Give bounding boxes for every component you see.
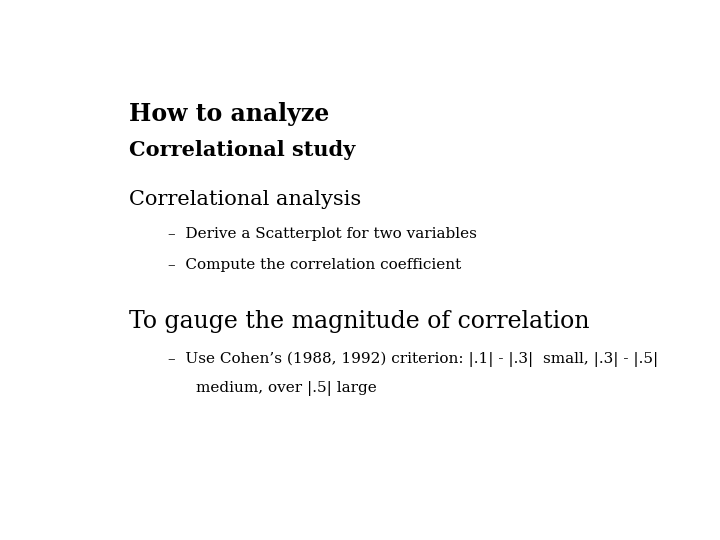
Text: –  Compute the correlation coefficient: – Compute the correlation coefficient <box>168 258 462 272</box>
Text: Correlational study: Correlational study <box>129 140 355 160</box>
Text: Correlational analysis: Correlational analysis <box>129 190 361 208</box>
Text: –  Derive a Scatterplot for two variables: – Derive a Scatterplot for two variables <box>168 227 477 241</box>
Text: How to analyze: How to analyze <box>129 102 329 126</box>
Text: To gauge the magnitude of correlation: To gauge the magnitude of correlation <box>129 310 590 333</box>
Text: medium, over |.5| large: medium, over |.5| large <box>196 381 377 396</box>
Text: –  Use Cohen’s (1988, 1992) criterion: |.1| - |.3|  small, |.3| - |.5|: – Use Cohen’s (1988, 1992) criterion: |.… <box>168 352 658 367</box>
